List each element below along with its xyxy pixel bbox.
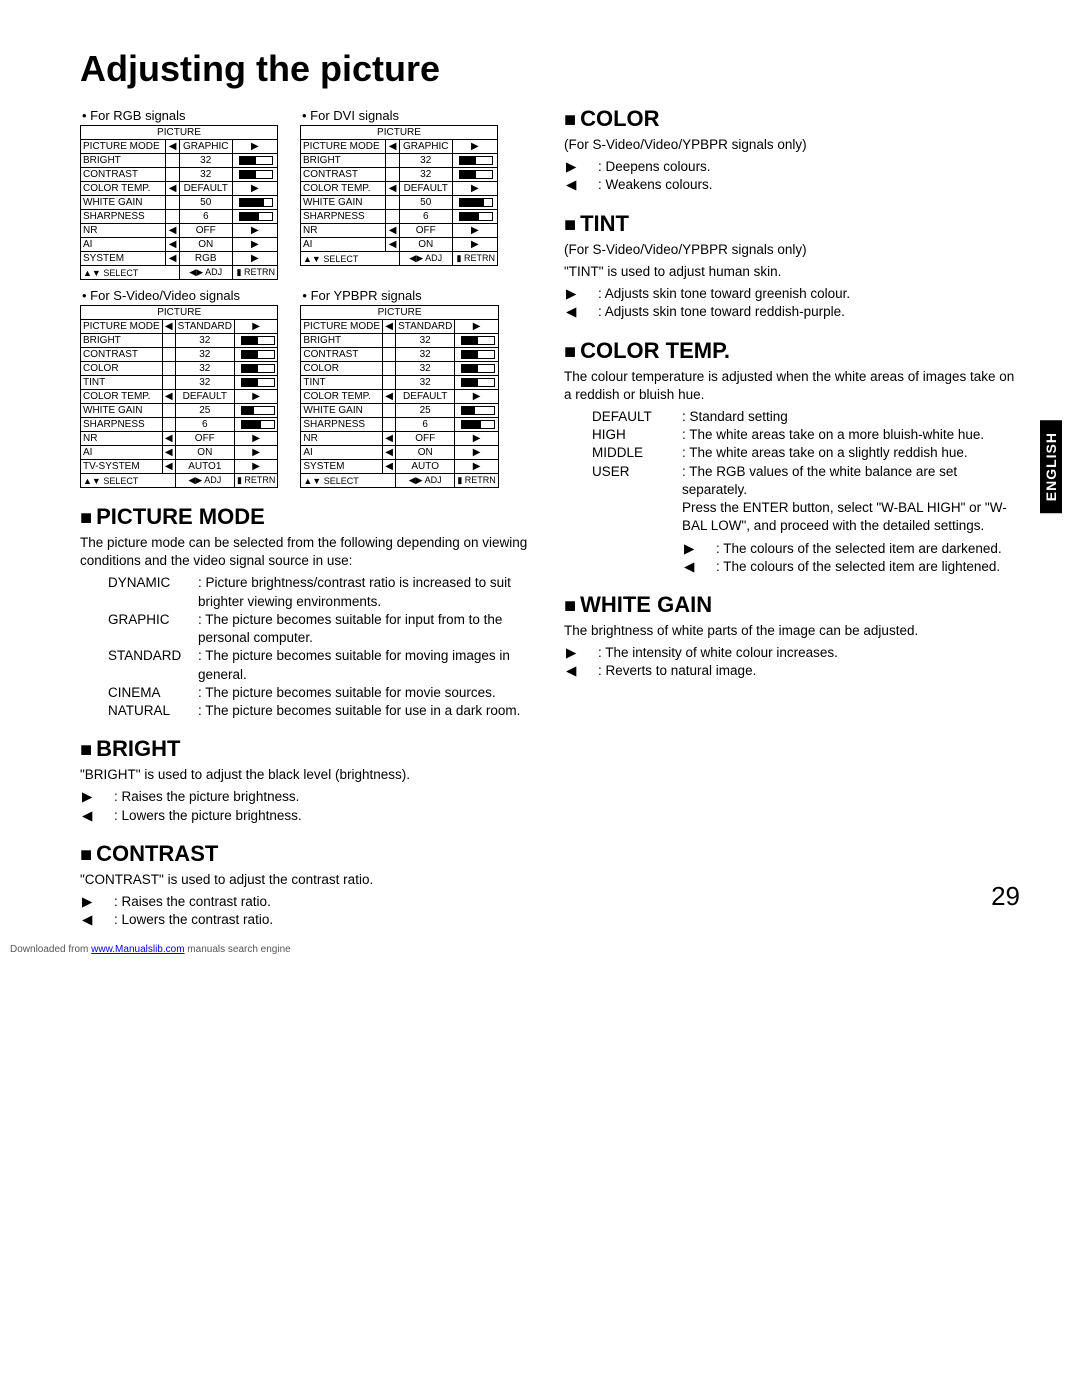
- arrow-right: ▶: Raises the picture brightness.: [80, 788, 536, 806]
- arrow-left: ◀: Weakens colours.: [564, 176, 1020, 194]
- heading-color: ■COLOR: [564, 106, 1020, 132]
- text: Press the ENTER button, select "W-BAL HI…: [564, 499, 1020, 535]
- osd-svideo: For S-Video/Video signalsPICTUREPICTURE …: [80, 286, 278, 488]
- heading-contrast: ■CONTRAST: [80, 841, 536, 867]
- heading-bright: ■BRIGHT: [80, 736, 536, 762]
- text: The brightness of white parts of the ima…: [564, 622, 1020, 640]
- text: "CONTRAST" is used to adjust the contras…: [80, 871, 536, 889]
- heading-white-gain: ■WHITE GAIN: [564, 592, 1020, 618]
- heading-color-temp: ■COLOR TEMP.: [564, 338, 1020, 364]
- arrow-right: ▶: The colours of the selected item are …: [564, 540, 1020, 558]
- picture-mode-list: DYNAMIC: Picture brightness/contrast rat…: [80, 574, 536, 720]
- footer-link[interactable]: www.Manualslib.com: [91, 944, 184, 955]
- heading-tint: ■TINT: [564, 211, 1020, 237]
- arrow-left: ◀: The colours of the selected item are …: [564, 558, 1020, 576]
- heading-picture-mode: ■PICTURE MODE: [80, 504, 536, 530]
- osd-ypbpr: For YPBPR signalsPICTUREPICTURE MODE◀STA…: [300, 286, 498, 488]
- text: The picture mode can be selected from th…: [80, 534, 536, 570]
- arrow-right: ▶: Adjusts skin tone toward greenish col…: [564, 285, 1020, 303]
- text: (For S-Video/Video/YPBPR signals only): [564, 136, 1020, 154]
- arrow-right: ▶: Deepens colours.: [564, 158, 1020, 176]
- text: "TINT" is used to adjust human skin.: [564, 263, 1020, 281]
- text: "BRIGHT" is used to adjust the black lev…: [80, 766, 536, 784]
- page-number: 29: [991, 881, 1020, 912]
- arrow-left: ◀: Reverts to natural image.: [564, 662, 1020, 680]
- osd-rgb: For RGB signalsPICTUREPICTURE MODE◀GRAPH…: [80, 106, 278, 280]
- arrow-left: ◀: Lowers the picture brightness.: [80, 807, 536, 825]
- page-title: Adjusting the picture: [80, 48, 1020, 90]
- language-tab: ENGLISH: [1040, 420, 1062, 513]
- text: (For S-Video/Video/YPBPR signals only): [564, 241, 1020, 259]
- color-temp-list: DEFAULT: Standard settingHIGH: The white…: [564, 408, 1020, 499]
- osd-dvi: For DVI signalsPICTUREPICTURE MODE◀GRAPH…: [300, 106, 498, 280]
- arrow-left: ◀: Lowers the contrast ratio.: [80, 911, 536, 929]
- arrow-right: ▶: The intensity of white colour increas…: [564, 644, 1020, 662]
- footer: Downloaded from www.Manualslib.com manua…: [0, 942, 1080, 961]
- text: The colour temperature is adjusted when …: [564, 368, 1020, 404]
- arrow-right: ▶: Raises the contrast ratio.: [80, 893, 536, 911]
- arrow-left: ◀: Adjusts skin tone toward reddish-purp…: [564, 303, 1020, 321]
